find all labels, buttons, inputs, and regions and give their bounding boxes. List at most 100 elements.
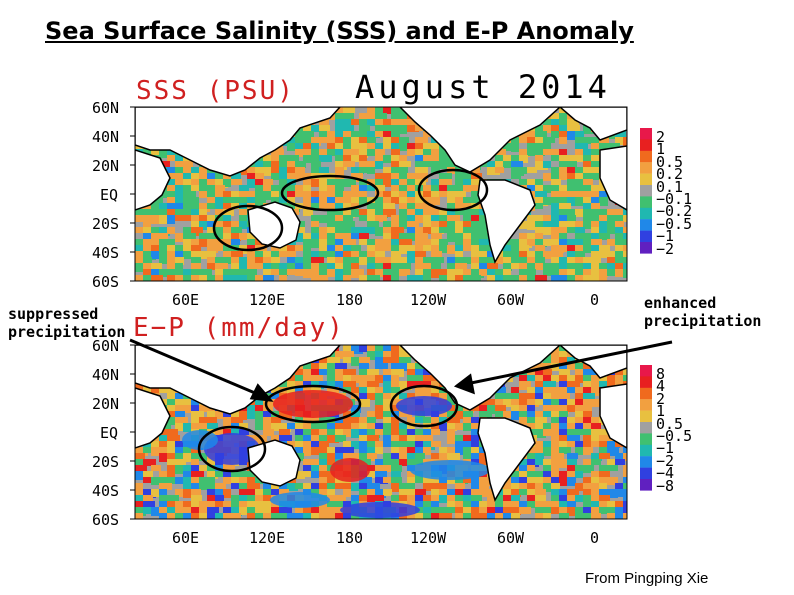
field-patch xyxy=(407,203,417,212)
sss-colorbar xyxy=(640,128,652,254)
field-patch xyxy=(263,251,276,260)
colorbar-swatch xyxy=(640,410,652,423)
field-patch xyxy=(295,137,307,145)
field-patch xyxy=(335,227,347,233)
field-patch xyxy=(239,257,252,266)
field-patch xyxy=(319,167,329,174)
field-patch xyxy=(375,239,388,245)
field-patch xyxy=(591,239,602,247)
field-patch xyxy=(583,191,592,199)
field-patch xyxy=(511,257,519,264)
field-patch xyxy=(431,167,440,174)
field-patch xyxy=(559,173,570,180)
field-patch xyxy=(135,513,143,519)
field-patch xyxy=(559,477,567,486)
field-patch xyxy=(439,161,452,169)
field-patch xyxy=(399,435,408,443)
field-patch xyxy=(423,215,435,221)
colorbar-swatch xyxy=(640,162,652,174)
field-patch xyxy=(535,501,546,508)
arrow-suppressed xyxy=(129,338,263,398)
field-patch xyxy=(319,471,330,480)
field-patch xyxy=(295,429,303,435)
field-patch xyxy=(391,423,404,429)
field-patch xyxy=(175,257,184,265)
field-patch xyxy=(359,357,370,364)
field-patch xyxy=(135,453,145,460)
field-patch xyxy=(455,173,468,182)
field-patch xyxy=(311,483,322,491)
field-patch xyxy=(599,501,612,510)
field-patch xyxy=(519,399,529,406)
field-patch xyxy=(327,447,339,456)
field-patch xyxy=(255,417,267,423)
field-patch xyxy=(463,477,471,483)
field-patch xyxy=(295,375,303,384)
field-patch xyxy=(567,441,578,447)
field-patch xyxy=(559,137,567,144)
field-patch xyxy=(607,221,620,227)
field-patch xyxy=(271,507,282,514)
field-patch xyxy=(479,405,488,412)
field-patch xyxy=(559,513,569,519)
field-patch xyxy=(343,179,356,187)
field-patch xyxy=(503,483,512,490)
field-patch xyxy=(151,251,163,259)
field-patch xyxy=(207,239,219,247)
field-patch xyxy=(535,507,545,513)
field-patch xyxy=(327,453,336,461)
field-patch xyxy=(559,125,568,134)
field-patch xyxy=(343,429,351,437)
field-patch xyxy=(287,167,299,176)
field-patch xyxy=(319,191,332,199)
field-patch xyxy=(287,197,295,203)
field-patch xyxy=(359,417,370,425)
field-patch xyxy=(455,203,466,210)
field-patch xyxy=(583,459,594,466)
field-patch xyxy=(431,429,440,435)
field-patch xyxy=(255,489,268,496)
ep-signal-blob xyxy=(340,502,420,518)
field-patch xyxy=(231,429,242,435)
field-patch xyxy=(551,275,560,281)
field-patch xyxy=(207,185,216,191)
field-patch xyxy=(223,227,236,236)
field-patch xyxy=(279,155,292,163)
field-patch xyxy=(447,209,460,218)
field-patch xyxy=(383,191,391,198)
field-patch xyxy=(239,185,249,194)
field-patch xyxy=(247,263,255,271)
field-patch xyxy=(407,369,417,375)
field-patch xyxy=(175,167,183,173)
field-patch xyxy=(287,375,300,381)
field-patch xyxy=(231,263,242,270)
field-patch xyxy=(343,215,353,222)
field-patch xyxy=(311,149,319,156)
field-patch xyxy=(495,495,505,502)
field-patch xyxy=(151,275,163,281)
field-patch xyxy=(575,507,586,515)
field-patch xyxy=(575,393,583,399)
field-patch xyxy=(543,387,553,396)
field-patch xyxy=(239,221,249,229)
field-patch xyxy=(527,471,540,478)
field-patch xyxy=(391,417,399,426)
field-patch xyxy=(167,257,176,266)
field-patch xyxy=(351,257,364,265)
field-patch xyxy=(255,251,263,257)
field-patch xyxy=(375,203,387,211)
colorbar-swatch xyxy=(640,467,652,480)
field-patch xyxy=(559,381,570,388)
field-patch xyxy=(583,405,592,413)
field-patch xyxy=(447,227,455,233)
field-patch xyxy=(407,209,417,217)
field-patch xyxy=(519,263,528,270)
field-patch xyxy=(407,227,419,233)
field-patch xyxy=(407,495,418,503)
field-patch xyxy=(335,363,347,369)
field-patch xyxy=(167,435,180,441)
field-patch xyxy=(167,471,175,480)
field-patch xyxy=(255,495,268,501)
field-patch xyxy=(167,269,175,276)
field-patch xyxy=(391,107,403,116)
